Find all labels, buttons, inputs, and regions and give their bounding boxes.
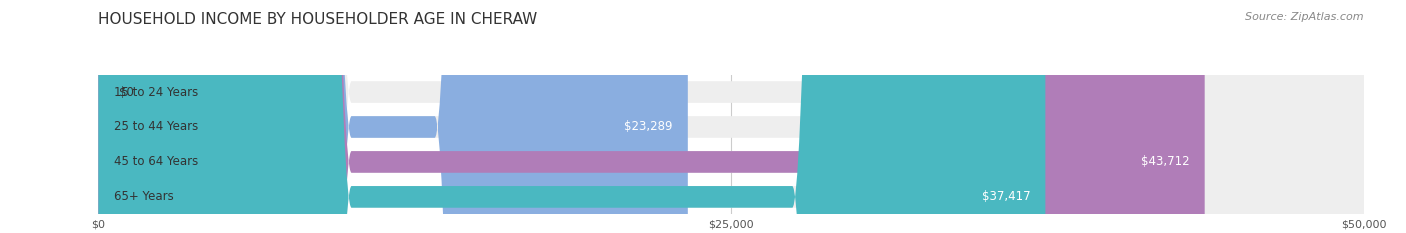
FancyBboxPatch shape [98, 0, 688, 233]
Text: 45 to 64 Years: 45 to 64 Years [114, 155, 198, 168]
Text: $37,417: $37,417 [981, 190, 1031, 203]
Text: 25 to 44 Years: 25 to 44 Years [114, 120, 198, 134]
Text: $43,712: $43,712 [1140, 155, 1189, 168]
FancyBboxPatch shape [98, 0, 1364, 233]
Text: 65+ Years: 65+ Years [114, 190, 173, 203]
FancyBboxPatch shape [98, 0, 1364, 233]
FancyBboxPatch shape [98, 0, 1364, 233]
FancyBboxPatch shape [98, 0, 1205, 233]
Text: HOUSEHOLD INCOME BY HOUSEHOLDER AGE IN CHERAW: HOUSEHOLD INCOME BY HOUSEHOLDER AGE IN C… [98, 12, 537, 27]
Text: Source: ZipAtlas.com: Source: ZipAtlas.com [1246, 12, 1364, 22]
Text: $0: $0 [118, 86, 134, 99]
Text: 15 to 24 Years: 15 to 24 Years [114, 86, 198, 99]
FancyBboxPatch shape [98, 0, 1364, 233]
Text: $23,289: $23,289 [624, 120, 672, 134]
FancyBboxPatch shape [98, 0, 1046, 233]
